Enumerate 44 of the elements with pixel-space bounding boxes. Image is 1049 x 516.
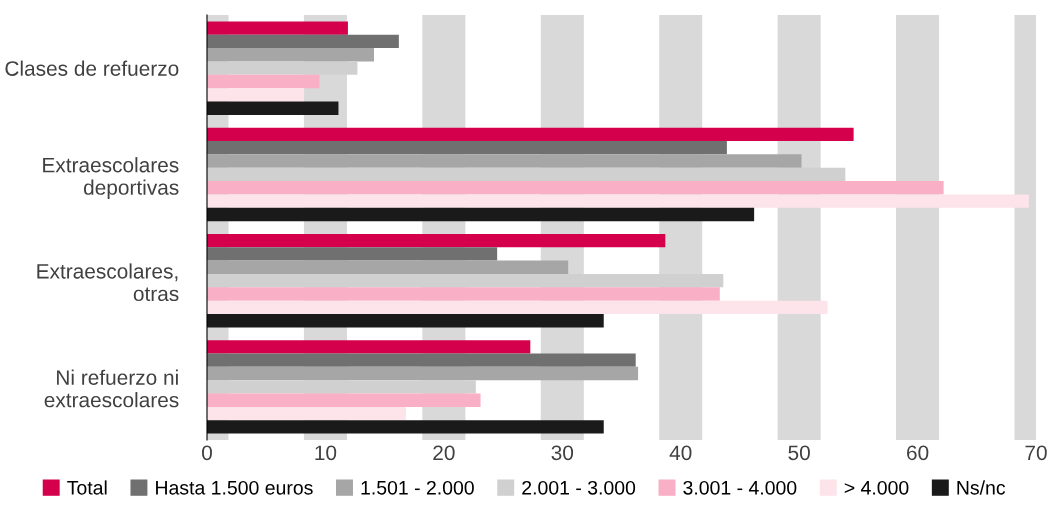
y-tick-label: Extraescolares deportivas	[43, 157, 179, 199]
bar	[207, 48, 374, 62]
bar	[207, 233, 666, 248]
bar	[207, 314, 604, 328]
bar	[207, 207, 755, 222]
bar	[207, 21, 348, 35]
bar	[207, 287, 720, 301]
legend-label: 1.501 - 2.000	[361, 480, 474, 495]
legend-label: > 4.000	[844, 480, 909, 495]
x-tick-label: 0	[202, 445, 212, 461]
bar	[207, 393, 481, 407]
y-tick-label: Extraescolares, otras	[37, 263, 179, 302]
x-tick-label: 70	[1025, 445, 1047, 461]
bar	[207, 101, 339, 115]
bar	[207, 406, 406, 421]
legend-label: Hasta 1.500 euros	[156, 480, 313, 495]
bar	[207, 247, 498, 261]
x-tick-label: 10	[315, 445, 337, 461]
legend-label: 2.001 - 3.000	[522, 480, 636, 495]
x-tick-label: 30	[551, 445, 574, 461]
bar	[207, 34, 399, 49]
bar	[207, 260, 569, 274]
x-tick-label: 50	[788, 445, 810, 461]
bar	[207, 380, 476, 394]
bar	[207, 340, 531, 354]
bar	[207, 420, 604, 434]
x-tick-label: 20	[433, 445, 455, 461]
bar	[207, 181, 944, 195]
bar	[207, 366, 639, 381]
bar	[207, 194, 1029, 208]
bar	[207, 127, 854, 141]
bar	[207, 300, 828, 315]
x-tick-label: 60	[907, 445, 929, 461]
bar	[207, 140, 727, 155]
bar	[207, 353, 636, 367]
y-tick-label: Clases de refuerzo	[5, 60, 179, 76]
legend-label: Total	[67, 480, 107, 495]
bar	[207, 88, 305, 102]
bar	[207, 154, 802, 168]
legend-label: Ns/nc	[957, 480, 1006, 495]
y-tick-label: Ni refuerzo ni extraescolares	[44, 369, 179, 408]
legend-label: 3.001 - 4.000	[683, 480, 797, 495]
x-tick-label: 40	[669, 445, 692, 461]
bar	[207, 74, 320, 89]
